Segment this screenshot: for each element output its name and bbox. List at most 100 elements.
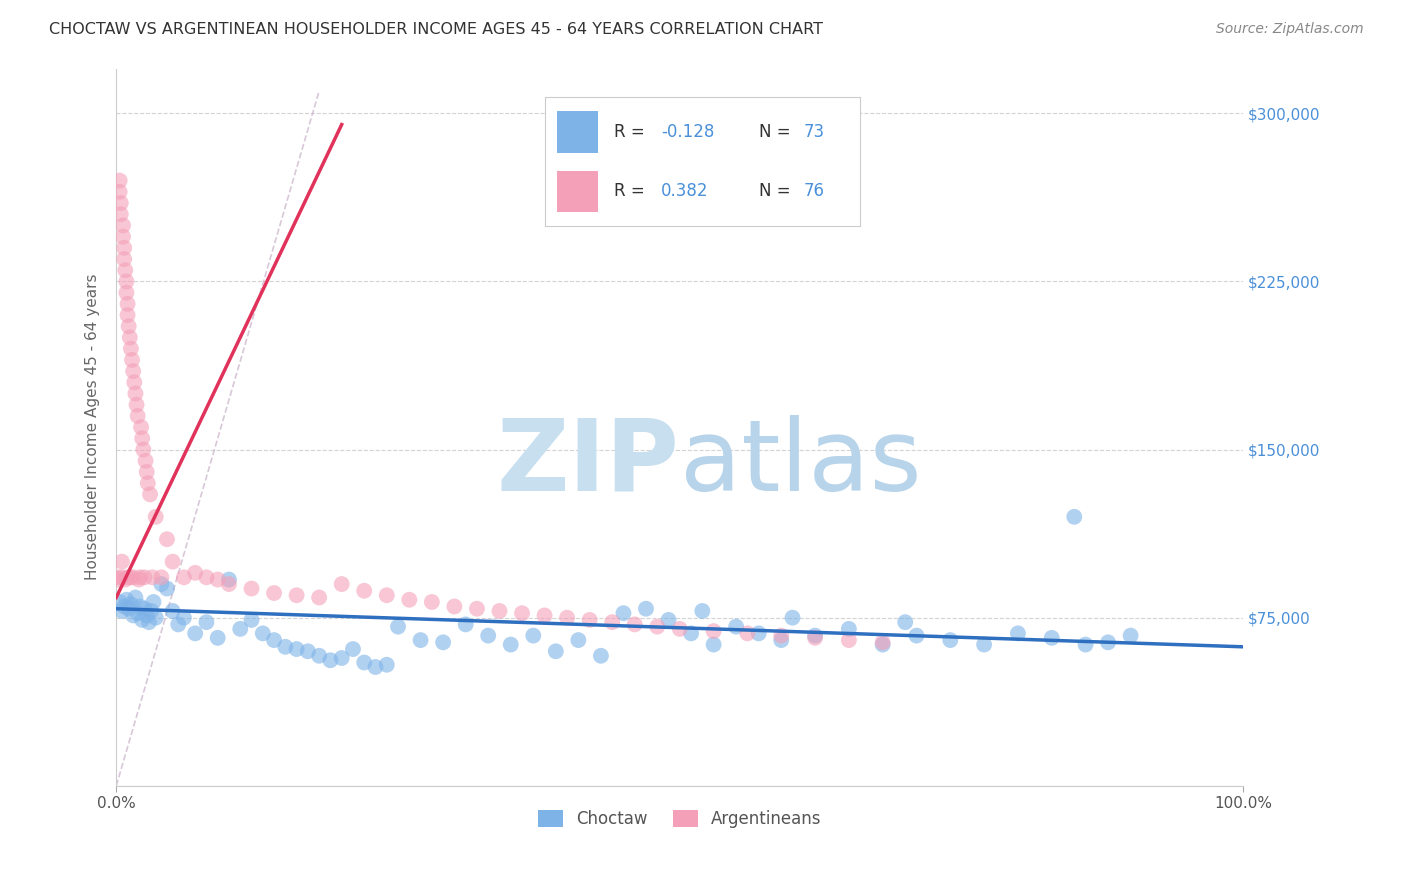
Point: [108, 595, 131, 609]
Point: [111, 555, 134, 569]
Point: [589, 648, 612, 663]
Point: [894, 615, 917, 629]
Point: [132, 442, 155, 457]
Point: [114, 263, 136, 277]
Point: [121, 352, 143, 367]
Point: [131, 613, 153, 627]
Point: [263, 586, 285, 600]
Point: [120, 597, 142, 611]
Point: [770, 633, 793, 648]
Point: [184, 626, 207, 640]
Point: [129, 570, 152, 584]
Point: [308, 591, 330, 605]
Point: [112, 219, 135, 233]
Point: [118, 330, 141, 344]
Point: [120, 342, 142, 356]
Point: [115, 592, 138, 607]
Point: [454, 617, 477, 632]
Point: [118, 570, 141, 584]
Point: [184, 566, 207, 580]
Point: [145, 509, 167, 524]
Point: [645, 620, 668, 634]
Point: [1007, 626, 1029, 640]
Point: [353, 656, 375, 670]
Point: [510, 606, 533, 620]
Point: [122, 364, 145, 378]
Point: [135, 454, 157, 468]
Point: [156, 582, 179, 596]
Point: [118, 319, 141, 334]
Point: [135, 465, 157, 479]
Point: [111, 570, 134, 584]
Point: [139, 487, 162, 501]
Point: [162, 604, 184, 618]
Point: [167, 617, 190, 632]
Point: [398, 592, 420, 607]
Point: [131, 431, 153, 445]
Point: [173, 610, 195, 624]
Point: [330, 577, 353, 591]
Point: [737, 626, 759, 640]
Point: [703, 638, 725, 652]
Point: [973, 638, 995, 652]
Point: [150, 570, 173, 584]
Point: [107, 573, 129, 587]
Point: [110, 196, 132, 211]
Point: [218, 577, 240, 591]
Point: [600, 615, 623, 629]
Point: [375, 657, 398, 672]
Point: [669, 622, 692, 636]
Point: [108, 173, 131, 187]
Point: [285, 588, 308, 602]
Point: [195, 615, 218, 629]
Point: [353, 583, 375, 598]
Point: [112, 252, 135, 266]
Point: [555, 610, 578, 624]
Point: [117, 308, 139, 322]
Point: [477, 629, 499, 643]
Point: [112, 599, 135, 614]
Point: [114, 573, 136, 587]
Point: [129, 599, 152, 614]
Point: [342, 642, 364, 657]
Point: [162, 555, 184, 569]
Point: [142, 595, 165, 609]
Point: [117, 297, 139, 311]
Point: [122, 570, 145, 584]
Point: [330, 651, 353, 665]
Point: [1074, 638, 1097, 652]
Point: [1040, 631, 1063, 645]
Point: [134, 601, 156, 615]
Point: [129, 420, 152, 434]
Point: [112, 241, 135, 255]
Point: [195, 570, 218, 584]
Point: [872, 635, 894, 649]
Point: [770, 629, 793, 643]
Point: [533, 608, 555, 623]
Point: [108, 185, 131, 199]
Point: [127, 606, 149, 620]
Point: [240, 613, 263, 627]
Point: [1119, 629, 1142, 643]
Point: [138, 615, 160, 629]
Point: [308, 648, 330, 663]
Point: [134, 570, 156, 584]
Point: [297, 644, 319, 658]
Point: [612, 606, 634, 620]
Point: [725, 620, 748, 634]
Point: [1063, 509, 1085, 524]
Point: [804, 631, 827, 645]
Point: [173, 570, 195, 584]
Point: [443, 599, 465, 614]
Point: [432, 635, 454, 649]
Point: [703, 624, 725, 639]
Point: [499, 638, 522, 652]
Text: CHOCTAW VS ARGENTINEAN HOUSEHOLDER INCOME AGES 45 - 64 YEARS CORRELATION CHART: CHOCTAW VS ARGENTINEAN HOUSEHOLDER INCOM…: [49, 22, 823, 37]
Point: [118, 601, 141, 615]
Point: [939, 633, 962, 648]
Point: [141, 570, 163, 584]
Point: [905, 629, 928, 643]
Y-axis label: Householder Income Ages 45 - 64 years: Householder Income Ages 45 - 64 years: [86, 274, 100, 581]
Point: [218, 573, 240, 587]
Point: [681, 626, 703, 640]
